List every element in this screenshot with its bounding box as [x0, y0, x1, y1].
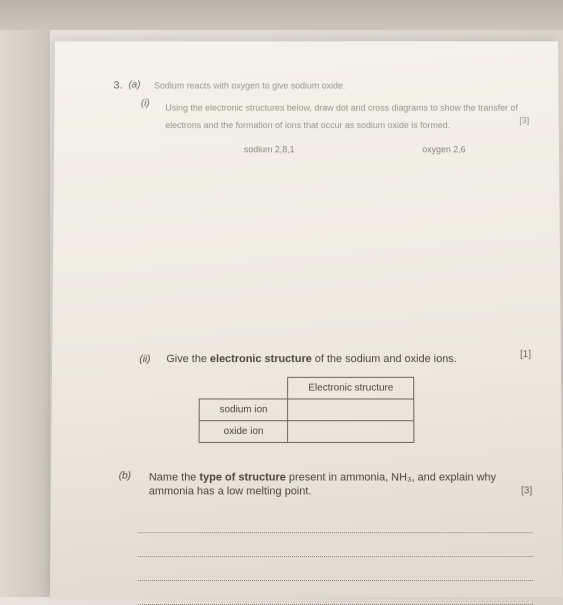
table-row: Electronic structure	[199, 377, 413, 399]
part-b-mark: [3]	[521, 485, 532, 498]
question-header: 3. (a) Sodium reacts with oxygen to give…	[113, 80, 529, 92]
sub-ii-text-pre: Give the	[166, 353, 210, 365]
table-row-label: oxide ion	[199, 420, 288, 442]
structures-row: sodium 2,8,1 oxygen 2,6	[180, 144, 530, 154]
sub-i-text: Using the electronic structures below, d…	[165, 103, 518, 130]
part-a-intro: Sodium reacts with oxygen to give sodium…	[154, 80, 345, 92]
page-edge-left	[0, 0, 50, 597]
table-answer-cell[interactable]	[288, 399, 414, 421]
oxygen-structure-label: oxygen 2,6	[422, 144, 465, 154]
part-b-text-1: Name the	[149, 471, 200, 483]
table-answer-cell[interactable]	[288, 420, 414, 442]
table-empty-cell	[199, 377, 288, 399]
sub-ii-mark: [1]	[520, 349, 531, 360]
sub-ii-label: (ii)	[139, 354, 150, 365]
sub-ii-text-post: of the sodium and oxide ions.	[312, 353, 457, 365]
answer-line[interactable]	[138, 537, 532, 557]
answer-line[interactable]	[138, 561, 533, 581]
sub-part-i: (i) Using the electronic structures belo…	[113, 98, 529, 154]
part-b-label: (b)	[119, 470, 131, 499]
sub-ii-text-bold: electronic structure	[210, 353, 312, 365]
answer-line[interactable]	[138, 514, 532, 534]
electronic-structure-table: Electronic structure sodium ion oxide io…	[199, 376, 415, 442]
part-a-label: (a)	[128, 80, 140, 92]
table-row: oxide ion	[199, 420, 414, 442]
sub-part-ii: (ii) Give the electronic structure of th…	[111, 349, 532, 443]
table-header-col: Electronic structure	[288, 377, 414, 399]
exam-page: 3. (a) Sodium reacts with oxygen to give…	[50, 41, 563, 597]
sub-i-mark: [3]	[519, 115, 529, 125]
part-b-bold: type of structure	[199, 471, 285, 483]
sodium-structure-label: sodium 2,8,1	[244, 144, 295, 154]
part-b: (b) Name the type of structure present i…	[111, 470, 533, 499]
question-number: 3.	[113, 80, 122, 92]
answer-lines-area	[110, 514, 533, 605]
table-row-label: sodium ion	[199, 399, 288, 421]
answer-line[interactable]	[138, 585, 533, 605]
table-row: sodium ion	[199, 399, 414, 421]
page-edge-top	[0, 0, 563, 30]
sub-i-label: (i)	[141, 98, 150, 133]
